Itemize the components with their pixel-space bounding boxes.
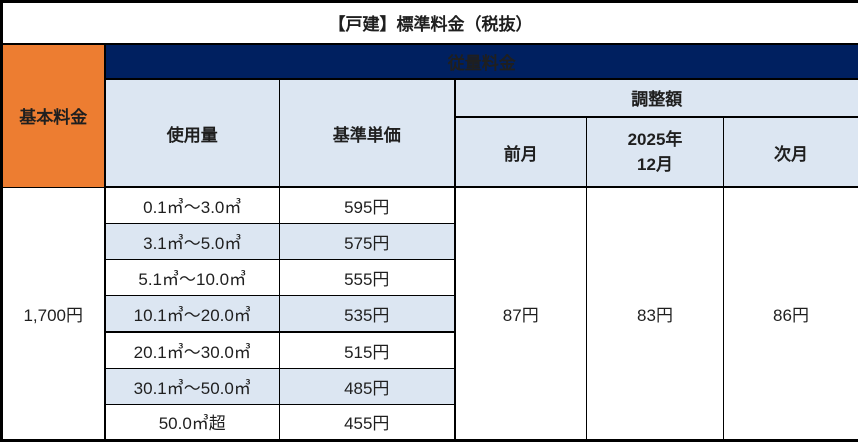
table-row: 1,700円 0.1㎥～3.0㎥ 595円 87円 83円 86円 — [1, 186, 858, 442]
usage-range-cell: 0.1㎥～3.0㎥ — [104, 186, 280, 224]
usage-range-cell: 3.1㎥～5.0㎥ — [104, 222, 280, 261]
basic-charge-header: 基本料金 — [1, 43, 106, 188]
usage-range-cell: 20.1㎥～30.0㎥ — [104, 331, 280, 369]
table-row: 30.1㎥～50.0㎥ 485円 — [2, 367, 858, 405]
current-month-month: 12月 — [637, 155, 673, 175]
usage-range-cell: 5.1㎥～10.0㎥ — [104, 259, 280, 297]
unit-price-cell: 455円 — [279, 403, 456, 442]
usage-range-cell: 50.0㎥超 — [104, 403, 280, 442]
next-month-adjustment: 86円 — [723, 186, 858, 442]
prev-month-adjustment: 87円 — [454, 186, 587, 442]
unit-price-cell: 535円 — [279, 295, 456, 333]
usage-header: 使用量 — [104, 78, 280, 189]
current-month-year: 2025年 — [627, 129, 683, 149]
usage-range-cell: 30.1㎥～50.0㎥ — [104, 367, 280, 405]
table-row: 3.1㎥～5.0㎥ 575円 — [2, 222, 858, 261]
next-month-header: 次月 — [723, 116, 858, 189]
unit-price-cell: 595円 — [279, 186, 456, 224]
unit-price-cell: 575円 — [279, 222, 456, 261]
current-month-adjustment: 83円 — [586, 186, 724, 442]
unit-price-cell: 485円 — [279, 367, 456, 405]
basic-charge-value: 1,700円 — [1, 186, 106, 442]
usage-range-cell: 10.1㎥～20.0㎥ — [104, 295, 280, 333]
unit-price-cell: 515円 — [279, 331, 456, 369]
table-row: 50.0㎥超 455円 — [2, 403, 858, 442]
table-row: 20.1㎥～30.0㎥ 515円 — [2, 331, 858, 369]
prev-month-header: 前月 — [454, 116, 587, 189]
table-row: 5.1㎥～10.0㎥ 555円 — [2, 259, 858, 297]
unit-price-cell: 555円 — [279, 259, 456, 297]
metered-charge-header: 従量料金 — [104, 43, 858, 80]
unit-price-header: 基準単価 — [279, 78, 456, 189]
adjustment-header: 調整額 — [454, 78, 858, 119]
page-title: 【戸建】標準料金（税抜） — [1, 0, 858, 45]
table-row: 10.1㎥～20.0㎥ 535円 — [2, 295, 858, 333]
current-month-header: 2025年 12月 — [586, 116, 724, 189]
